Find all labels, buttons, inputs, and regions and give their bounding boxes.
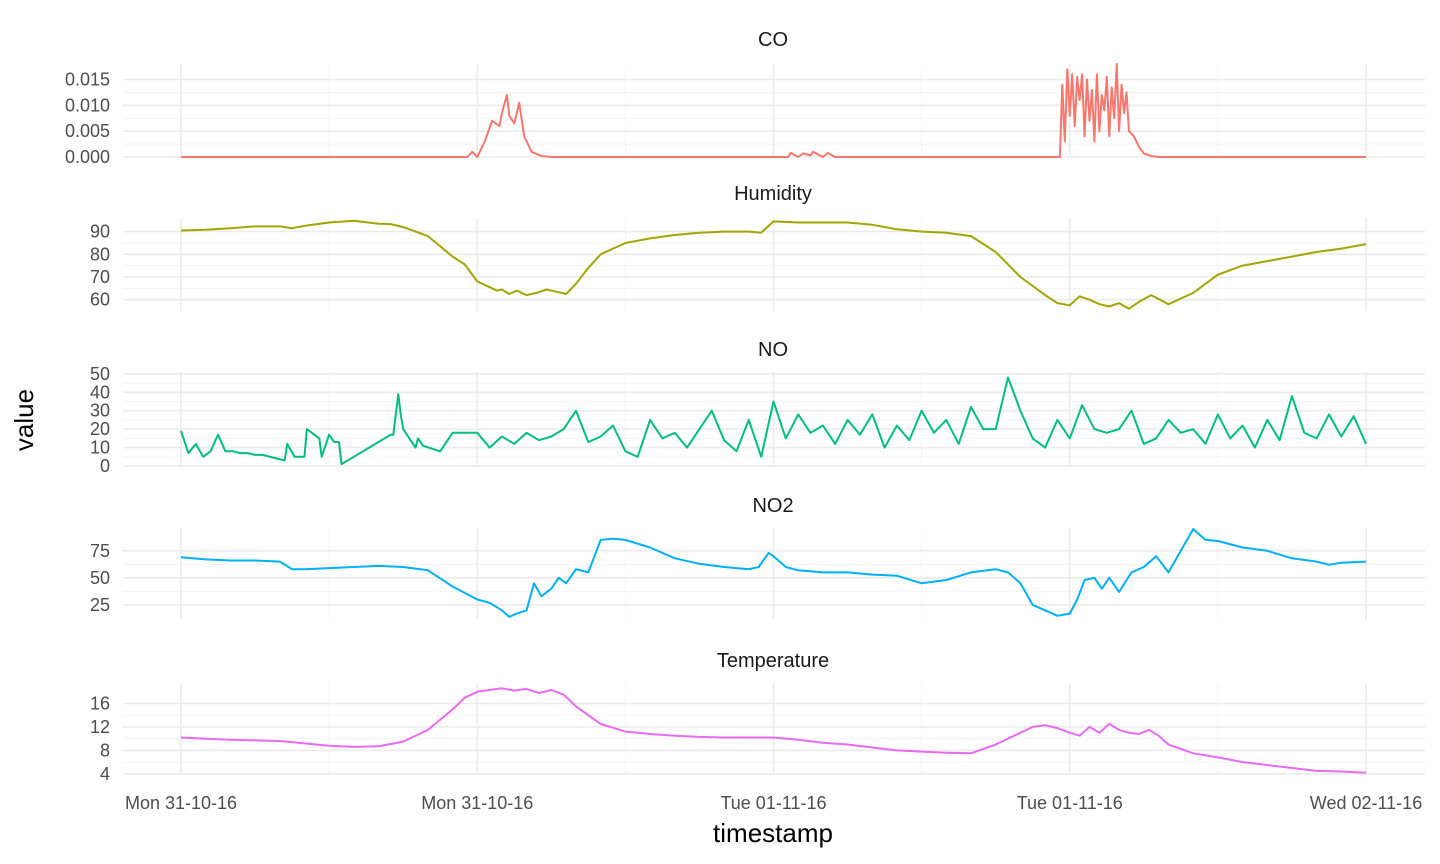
- y-tick-label: 10: [90, 438, 110, 458]
- facet-panel-no2: 25 50 75 NO2: [90, 495, 1425, 619]
- x-axis: Mon 31-10-16 Mon 31-10-16 Tue 01-11-16 Tue …: [125, 793, 1422, 813]
- facet-panel-co: 0.000 0.005 0.010 0.015 CO: [65, 29, 1425, 167]
- series-line-no2: [180, 528, 1367, 618]
- series-line-temperature: [180, 687, 1367, 774]
- y-tick-label: 0.010: [65, 95, 110, 115]
- y-tick-label: 75: [90, 541, 110, 561]
- y-tick-label: 90: [90, 222, 110, 242]
- y-tick-label: 70: [90, 267, 110, 287]
- x-tick-label: Wed 02-11-16: [1310, 793, 1422, 813]
- y-tick-label: 8: [100, 740, 110, 760]
- y-tick-label: 40: [90, 382, 110, 402]
- y-tick-label: 4: [100, 764, 110, 784]
- facet-title: Temperature: [717, 650, 829, 672]
- y-tick-label: 0.015: [65, 70, 110, 90]
- facet-panels: 0.0000.0050.0100.015CO60708090Humidity01…: [65, 29, 1425, 784]
- y-tick-label: 50: [90, 568, 110, 588]
- y-tick-label: 0.005: [65, 121, 110, 141]
- facet-title: Humidity: [734, 183, 812, 205]
- x-tick-label: Tue 01-11-16: [720, 793, 826, 813]
- x-axis-title: timestamp: [713, 818, 833, 848]
- facet-panel-temperature: 4 8 12 16 Temperature: [90, 650, 1425, 784]
- y-tick-label: 12: [90, 717, 110, 737]
- y-tick-label: 80: [90, 244, 110, 264]
- y-tick-label: 20: [90, 419, 110, 439]
- x-tick-label: Tue 01-11-16: [1017, 793, 1123, 813]
- facet-title: CO: [758, 29, 788, 51]
- series-line-humidity: [180, 219, 1367, 310]
- y-tick-label: 30: [90, 401, 110, 421]
- x-tick-label: Mon 31-10-16: [125, 793, 237, 813]
- series-line-co: [181, 63, 1366, 158]
- y-tick-label: 60: [90, 290, 110, 310]
- facet-title: NO2: [752, 495, 793, 517]
- y-tick-label: 0: [100, 456, 110, 476]
- y-tick-label: 0.000: [65, 147, 110, 167]
- x-tick-label: Mon 31-10-16: [421, 793, 533, 813]
- facet-title: NO: [758, 339, 788, 361]
- series-line-no: [180, 376, 1367, 466]
- y-tick-label: 16: [90, 694, 110, 714]
- y-axis-title: value: [9, 389, 39, 451]
- y-tick-label: 50: [90, 364, 110, 384]
- y-tick-label: 25: [90, 595, 110, 615]
